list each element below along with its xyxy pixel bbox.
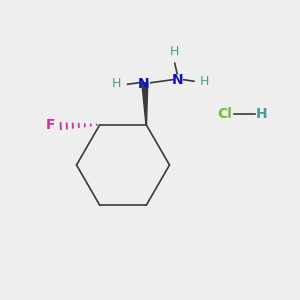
Text: H: H <box>170 45 179 58</box>
Text: N: N <box>172 73 184 87</box>
Text: F: F <box>46 118 55 132</box>
Text: Cl: Cl <box>218 107 232 121</box>
Text: H: H <box>200 75 209 88</box>
Polygon shape <box>142 82 148 125</box>
Text: H: H <box>112 76 122 89</box>
Text: H: H <box>256 107 267 121</box>
Text: N: N <box>137 77 149 91</box>
